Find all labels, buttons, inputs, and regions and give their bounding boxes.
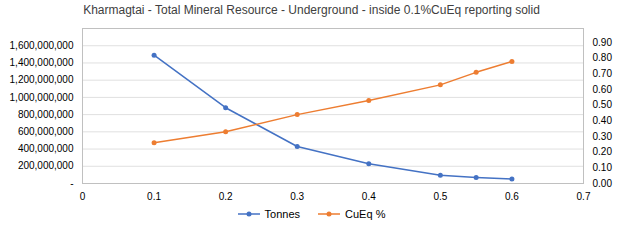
html-text:Kharmagtai - Total Mineral Res: Kharmagtai - Total Mineral Resource - Un… bbox=[83, 3, 540, 17]
svg-text:0.3: 0.3 bbox=[290, 191, 304, 202]
svg-text:800,000,000: 800,000,000 bbox=[18, 109, 74, 120]
svg-text:200,000,000: 200,000,000 bbox=[18, 160, 74, 171]
svg-text:0.7: 0.7 bbox=[577, 191, 591, 202]
svg-text:0.10: 0.10 bbox=[593, 162, 613, 173]
svg-text:600,000,000: 600,000,000 bbox=[18, 126, 74, 137]
svg-text:0.5: 0.5 bbox=[433, 191, 447, 202]
svg-text:0.2: 0.2 bbox=[219, 191, 233, 202]
svg-text:0.4: 0.4 bbox=[362, 191, 376, 202]
svg-text:0.80: 0.80 bbox=[593, 52, 613, 63]
svg-text:0.30: 0.30 bbox=[593, 131, 613, 142]
svg-text:0.00: 0.00 bbox=[593, 178, 613, 189]
svg-text:400,000,000: 400,000,000 bbox=[18, 143, 74, 154]
svg-text:0.20: 0.20 bbox=[593, 146, 613, 157]
html-text:CuEq %: CuEq % bbox=[345, 208, 386, 220]
svg-text:0.60: 0.60 bbox=[593, 84, 613, 95]
svg-text:0.50: 0.50 bbox=[593, 99, 613, 110]
svg-text:0.70: 0.70 bbox=[593, 68, 613, 79]
svg-text:0.90: 0.90 bbox=[593, 37, 613, 48]
svg-text:0.6: 0.6 bbox=[505, 191, 519, 202]
svg-text:0.1: 0.1 bbox=[147, 191, 161, 202]
svg-text:1,000,000,000: 1,000,000,000 bbox=[10, 92, 74, 103]
svg-text:-: - bbox=[70, 178, 73, 189]
svg-text:1,400,000,000: 1,400,000,000 bbox=[10, 57, 74, 68]
svg-text:0: 0 bbox=[80, 191, 86, 202]
svg-text:0.40: 0.40 bbox=[593, 115, 613, 126]
html-text:Tonnes: Tonnes bbox=[264, 208, 301, 220]
svg-text:1,200,000,000: 1,200,000,000 bbox=[10, 74, 74, 85]
svg-text:1,600,000,000: 1,600,000,000 bbox=[10, 40, 74, 51]
